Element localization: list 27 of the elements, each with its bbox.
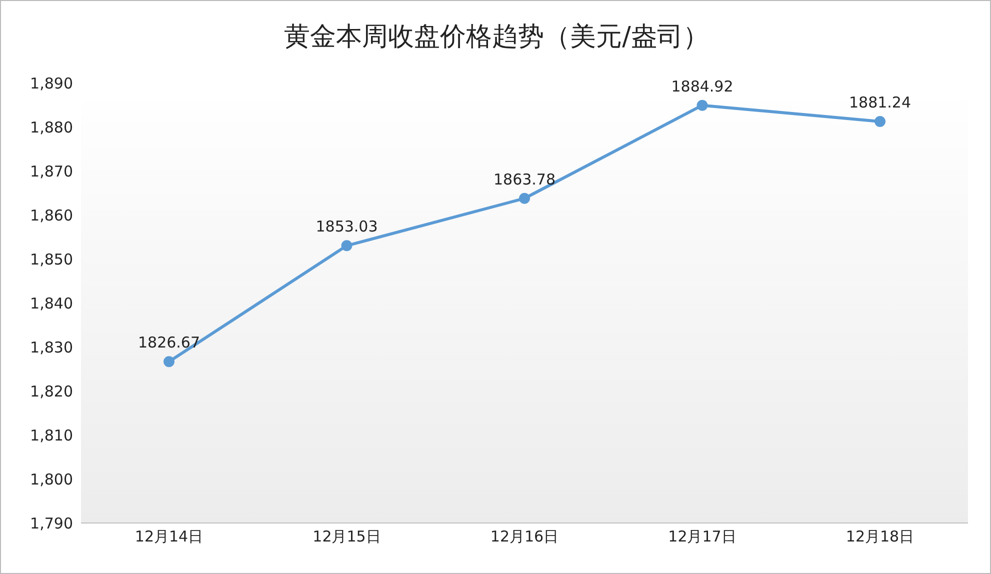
y-tick-label: 1,800 bbox=[30, 470, 73, 488]
x-tick-label: 12月18日 bbox=[846, 528, 914, 546]
chart-title: 黄金本周收盘价格趋势（美元/盎司） bbox=[283, 21, 710, 54]
point bbox=[341, 240, 352, 252]
point bbox=[519, 192, 530, 204]
y-tick-label: 1,810 bbox=[30, 426, 73, 444]
data-label: 1881.24 bbox=[848, 94, 912, 112]
y-tick-label: 1,870 bbox=[30, 162, 73, 180]
y-tick-label: 1,890 bbox=[30, 74, 73, 92]
y-tick-label: 1,880 bbox=[30, 118, 73, 136]
point bbox=[874, 116, 886, 128]
y-tick-label: 1,820 bbox=[30, 382, 73, 400]
data-label: 1884.92 bbox=[671, 77, 734, 96]
data-label: 1863.78 bbox=[493, 170, 556, 188]
data-label: 1826.67 bbox=[138, 334, 200, 352]
x-tick-label: 12月15日 bbox=[312, 528, 381, 546]
y-tick-label: 1,790 bbox=[30, 514, 73, 532]
data-label: 1853.03 bbox=[316, 218, 378, 236]
point bbox=[696, 100, 708, 111]
x-tick-label: 12月14日 bbox=[134, 528, 204, 546]
y-tick-label: 1,860 bbox=[30, 206, 73, 224]
y-tick-label: 1,840 bbox=[30, 294, 73, 312]
x-tick-label: 12月17日 bbox=[668, 528, 736, 546]
y-tick-label: 1,830 bbox=[30, 338, 73, 356]
x-tick-label: 12月16日 bbox=[490, 528, 559, 546]
y-tick-label: 1,850 bbox=[30, 250, 73, 268]
point bbox=[164, 356, 174, 368]
